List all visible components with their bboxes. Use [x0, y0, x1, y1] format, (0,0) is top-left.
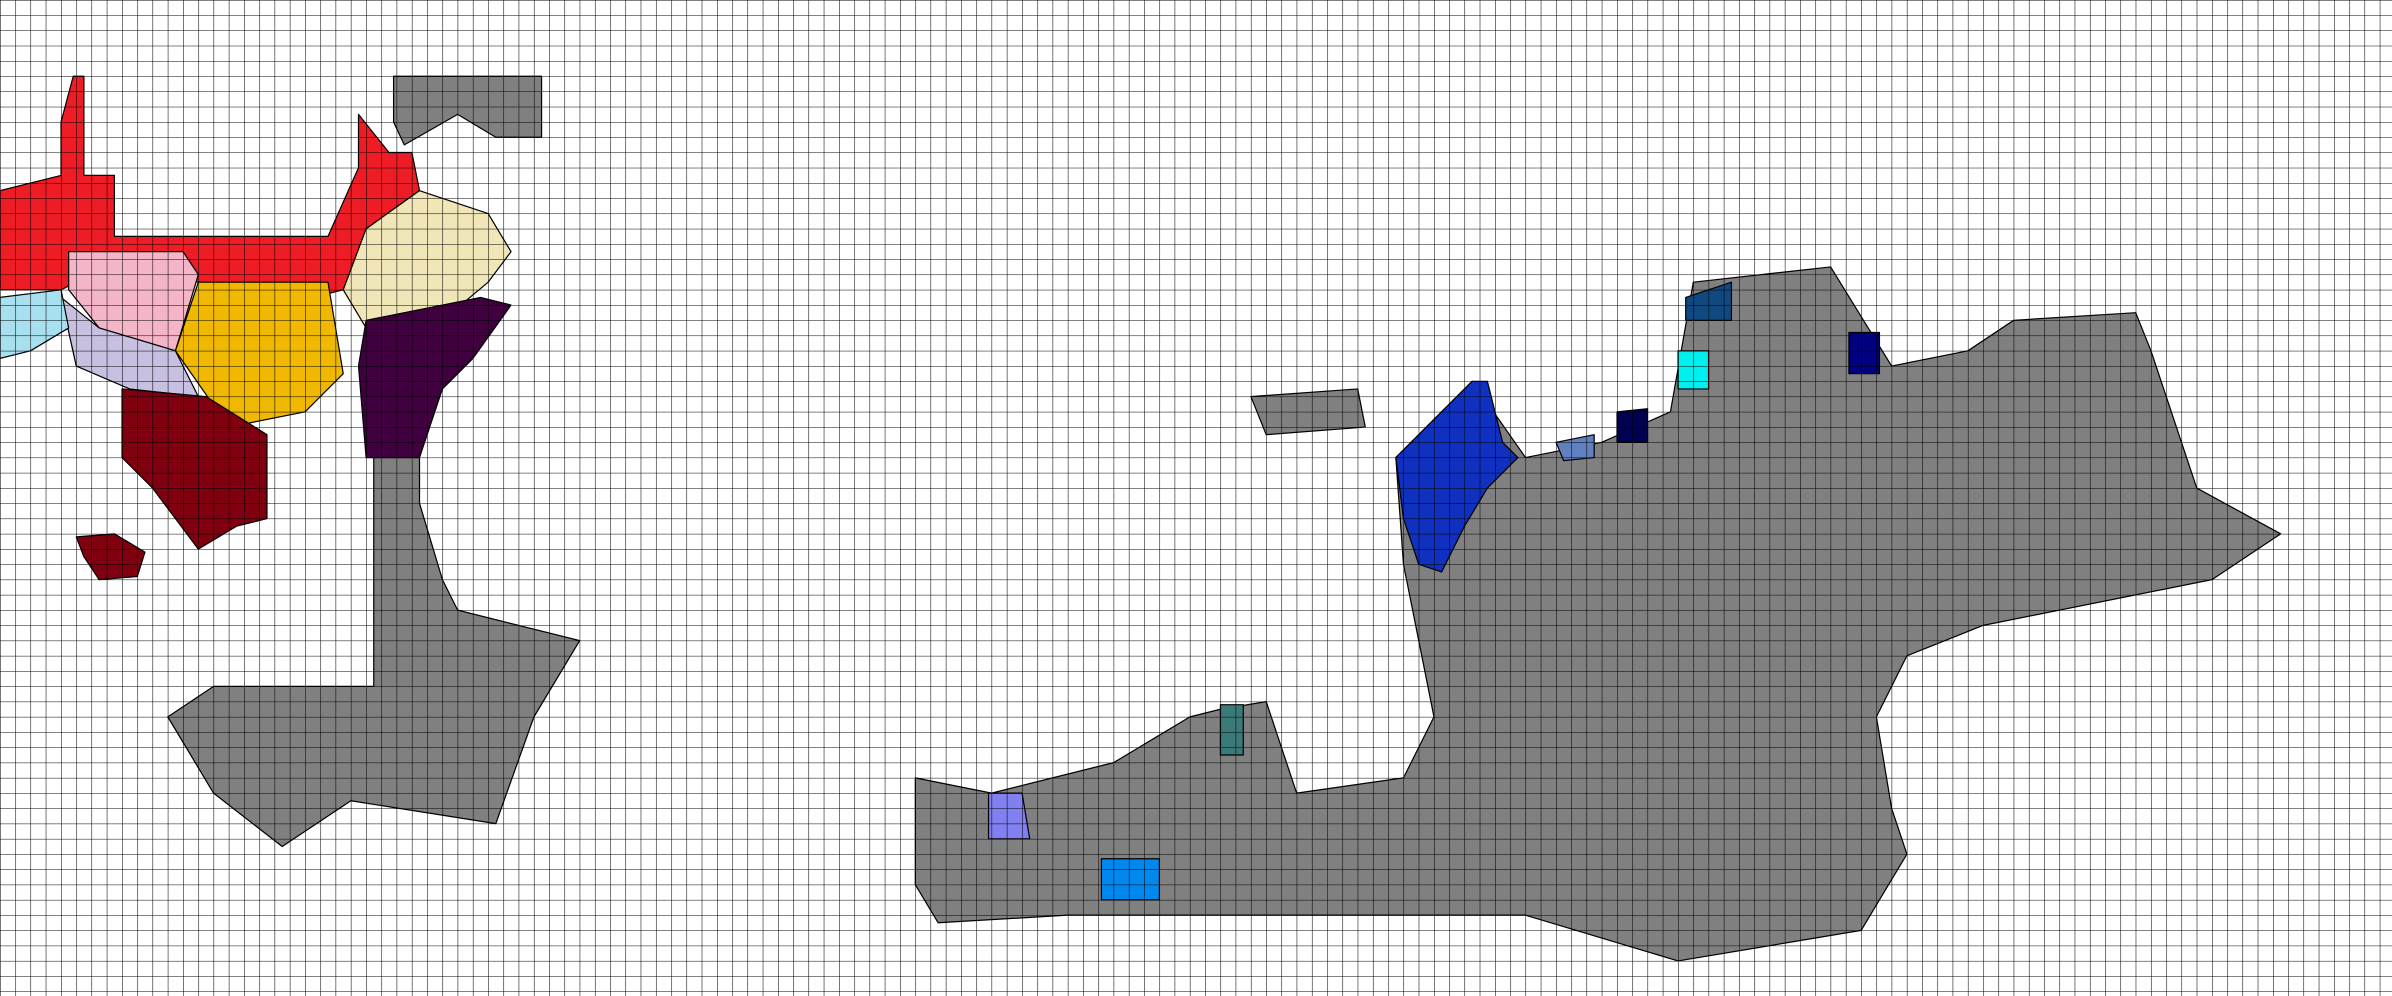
grid: [0, 0, 2392, 996]
map: [0, 0, 2392, 996]
page: (() => { const data = JSON.parse(documen…: [0, 0, 2392, 996]
